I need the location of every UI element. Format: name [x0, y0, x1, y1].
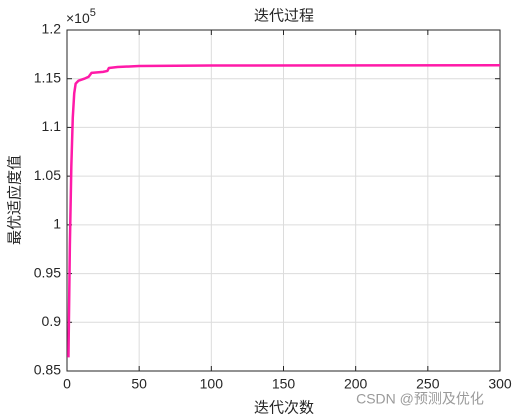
line: [67, 64, 501, 358]
x-tick-label: 150: [272, 376, 296, 392]
chart-title: 迭代过程: [254, 7, 314, 24]
y-axis-label: 最优适应度值: [5, 155, 23, 245]
y-tick-label: 0.85: [34, 362, 61, 378]
x-tick-label: 50: [131, 376, 147, 392]
x-tick-label: 200: [344, 376, 368, 392]
x-tick-label: 250: [416, 376, 440, 392]
y-tick-label: 0.9: [42, 313, 62, 329]
x-tick-label: 0: [63, 376, 71, 392]
y-tick-label: 1.05: [34, 167, 61, 183]
x-tick-label: 300: [488, 376, 512, 392]
y-multiplier-base: ×10: [66, 10, 90, 26]
y-tick-label: 0.95: [34, 264, 61, 280]
y-multiplier-exponent: 5: [90, 7, 96, 19]
y-multiplier: ×105: [66, 7, 96, 26]
y-tick-label: 1: [53, 216, 61, 232]
x-axis-label: 迭代次数: [254, 399, 314, 416]
y-tick-label: 1.2: [42, 21, 62, 37]
x-tick-label: 100: [200, 376, 224, 392]
y-tick-label: 1.1: [42, 118, 62, 134]
plot-frame: [66, 29, 501, 372]
watermark: CSDN @预测及优化: [356, 391, 484, 407]
y-tick-label: 1.15: [34, 69, 61, 85]
